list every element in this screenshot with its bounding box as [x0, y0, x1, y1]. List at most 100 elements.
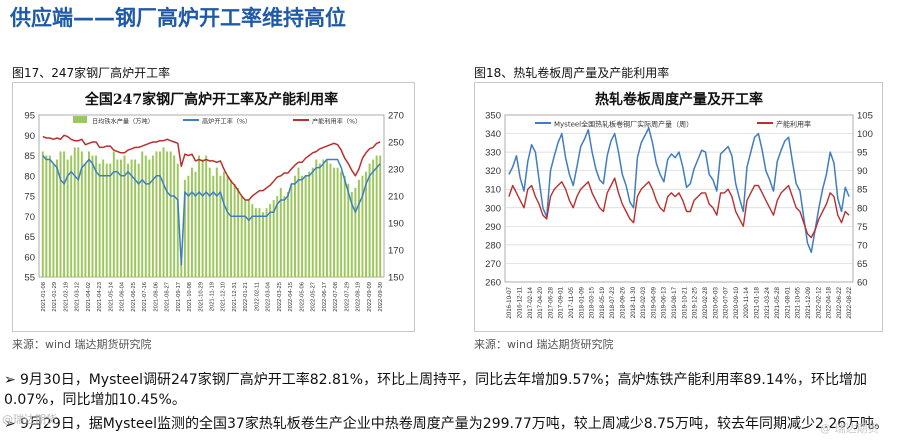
y-right-tick-label: 70: [857, 240, 868, 251]
bar: [258, 208, 261, 277]
x-tick-label: 2022-02-11: [254, 282, 260, 311]
bar: [336, 167, 339, 277]
x-tick-label: 2022-02-12: [815, 286, 822, 318]
y-left-tick-label: 320: [485, 166, 501, 177]
bar: [59, 151, 62, 277]
bar: [48, 155, 51, 277]
watermark-2: @ 瑞达期货: [820, 422, 879, 435]
y-left-tick-label: 280: [485, 240, 501, 251]
bar: [176, 163, 179, 277]
watermark: @瑞达期货: [2, 413, 57, 426]
bar: [208, 167, 211, 277]
x-tick-label: 2021-05-14: [108, 281, 114, 311]
bar: [265, 208, 268, 277]
y-right-tick-label: 60: [857, 278, 868, 289]
bar: [45, 155, 48, 277]
x-tick-label: 2017-06-28: [547, 286, 554, 318]
y-left-tick-label: 60: [24, 252, 35, 263]
bar: [297, 167, 300, 277]
bar: [112, 151, 115, 277]
x-tick-label: 2022-07-29: [344, 282, 350, 312]
y-right-tick-label: 270: [388, 111, 404, 122]
chart-title: 全国247家钢厂高炉开工率及产能利用率: [84, 91, 338, 108]
bar: [329, 163, 332, 277]
bar: [56, 159, 58, 277]
y-right-tick-label: 95: [857, 148, 868, 159]
x-tick-label: 2018-11-30: [630, 286, 637, 318]
x-tick-label: 2022-05-06: [299, 282, 305, 312]
blast-furnace-chart: 全国247家钢厂高炉开工率及产能利用率 55 60 65 70 75 80 85 90 95 150…: [24, 91, 404, 312]
bar: [162, 147, 165, 277]
bullet-1: ➢ 9月30日，Mysteel调研247家钢厂高炉开工率82.81%，环比上周持平…: [4, 370, 894, 410]
bar: [87, 151, 90, 277]
bar: [77, 147, 80, 277]
bar: [159, 151, 161, 277]
bar: [84, 163, 87, 277]
bar: [102, 159, 105, 277]
bar: [180, 260, 183, 277]
x-tick-label: 2022-04-18: [826, 286, 833, 318]
bar: [130, 159, 133, 277]
series-line-1: [508, 127, 850, 254]
bar: [98, 163, 101, 277]
bar: [361, 175, 364, 277]
bar: [244, 200, 247, 277]
x-tick-label: 2021-08-01: [784, 286, 791, 318]
x-tick-label: 2021-04-23: [97, 282, 103, 312]
y-left-tick-label: 260: [485, 278, 501, 289]
bar: [73, 147, 76, 277]
x-tick-label: 2021-08-27: [165, 282, 171, 312]
page-title: 供应端——钢厂高炉开工率维持高位: [10, 6, 346, 30]
bar: [237, 187, 240, 277]
bar: [169, 151, 172, 277]
x-tick-label: 2017-11-05: [568, 286, 575, 318]
bar: [269, 204, 272, 277]
bar: [148, 159, 151, 277]
bar: [379, 155, 382, 277]
bar: [183, 179, 186, 277]
x-tick-label: 2022-06-17: [322, 282, 328, 312]
bar: [318, 163, 321, 277]
bar: [194, 171, 197, 277]
x-tick-label: 2019-12-25: [692, 286, 699, 318]
y-left-tick-label: 350: [485, 111, 501, 122]
x-tick-label: 2017-09-01: [558, 286, 565, 318]
bar: [286, 191, 289, 277]
y-right-tick-label: 100: [857, 129, 873, 140]
bar: [109, 163, 112, 277]
x-tick-label: 2022-04-15: [288, 282, 294, 312]
bar: [95, 155, 98, 277]
x-tick-label: 2021-12-10: [221, 282, 227, 312]
bar: [63, 151, 66, 277]
y-right-tick-label: 90: [857, 166, 868, 177]
x-tick-label: 2017-04-20: [537, 286, 544, 318]
bar: [41, 151, 44, 277]
bar: [80, 151, 83, 277]
bullet-text-1: 9月30日，Mysteel调研247家钢厂高炉开工率82.81%，环比上周持平，…: [4, 372, 867, 408]
arrow-bullet-icon: ➢: [4, 416, 16, 432]
y-right-tick-label: 170: [388, 246, 404, 257]
x-tick-label: 2016-12-11: [516, 286, 523, 318]
hot-rolled-chart: 热轧卷板周度产量及开工率 260 270 280 290 300 310 320 330 340 3…: [485, 91, 873, 319]
y-left-tick-label: 330: [485, 148, 501, 159]
y-right-tick-label: 85: [857, 185, 868, 196]
series-line-2: [508, 177, 850, 239]
x-tick-label: 2021-03-24: [764, 286, 771, 318]
bullet-2: ➢ 9月29日，据Mysteel监测的全国37家热轧板卷生产企业中热卷周度产量为2…: [4, 414, 894, 434]
y-right-tick-label: 65: [857, 259, 868, 270]
legend-label: Mysteel全国热轧板卷钢厂实际周产量（周）: [554, 120, 693, 129]
series-line-2: [42, 155, 381, 266]
bar: [212, 175, 215, 277]
bar: [279, 187, 282, 277]
right-source: 来源：wind 瑞达期货研究院: [474, 338, 614, 351]
bar: [240, 196, 243, 277]
bar: [343, 175, 346, 277]
bar: [70, 155, 73, 277]
y-left-tick-label: 75: [24, 192, 35, 203]
legend-swatch: [73, 116, 87, 123]
bar: [262, 212, 264, 277]
x-tick-label: 2021-10-08: [187, 282, 193, 312]
bar: [226, 175, 229, 277]
bar: [301, 175, 304, 277]
x-tick-label: 2021-07-16: [142, 282, 148, 312]
